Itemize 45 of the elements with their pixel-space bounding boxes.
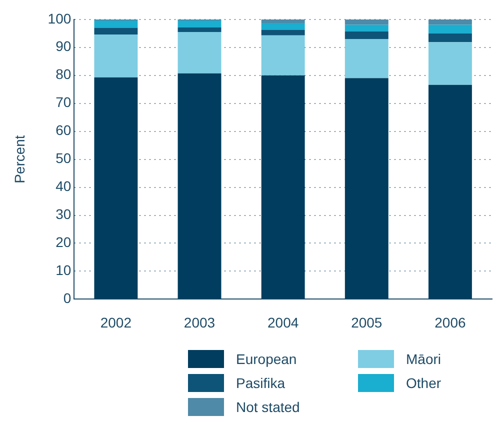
bar — [261, 35, 305, 76]
y-axis-title: Percent — [11, 135, 28, 184]
bar — [94, 34, 138, 78]
legend-label: Māori — [406, 351, 442, 367]
x-tick-label: 2004 — [268, 314, 299, 330]
x-tick-label: 2006 — [434, 314, 466, 330]
bar — [428, 33, 472, 42]
bar — [178, 20, 222, 28]
bar — [94, 28, 138, 35]
bar — [261, 30, 305, 36]
legend-label: Other — [406, 375, 442, 391]
legend-label: Pasifika — [236, 375, 286, 391]
bar — [94, 77, 138, 299]
bar — [94, 20, 138, 28]
bar — [261, 19, 305, 24]
bar — [261, 75, 305, 299]
y-tick-label: 60 — [56, 122, 72, 138]
y-tick-label: 80 — [56, 66, 72, 82]
y-tick-label: 10 — [56, 262, 72, 278]
bar — [344, 31, 388, 39]
bar — [428, 24, 472, 34]
bar — [178, 73, 222, 299]
y-tick-label: 90 — [56, 38, 72, 54]
x-tick-label: 2005 — [351, 314, 382, 330]
y-tick-label: 20 — [56, 234, 72, 250]
x-tick-label: 2003 — [184, 314, 216, 330]
y-tick-label: 30 — [56, 206, 72, 222]
bar — [428, 19, 472, 25]
y-tick-label: 70 — [56, 94, 72, 110]
bar — [344, 38, 388, 78]
y-tick-label: 40 — [56, 178, 72, 194]
legend-label: Not stated — [236, 399, 300, 415]
bar — [344, 19, 388, 25]
x-tick-label: 2002 — [100, 314, 132, 330]
y-tick-label: 50 — [56, 150, 72, 166]
legend-label: European — [236, 351, 297, 367]
y-tick-label: 0 — [63, 290, 72, 306]
bar — [178, 28, 222, 32]
bar — [178, 32, 222, 74]
bar — [344, 78, 388, 299]
bar — [261, 23, 305, 30]
bar — [428, 84, 472, 299]
bar — [428, 42, 472, 85]
bar — [344, 24, 388, 32]
y-tick-label: 100 — [48, 10, 72, 26]
